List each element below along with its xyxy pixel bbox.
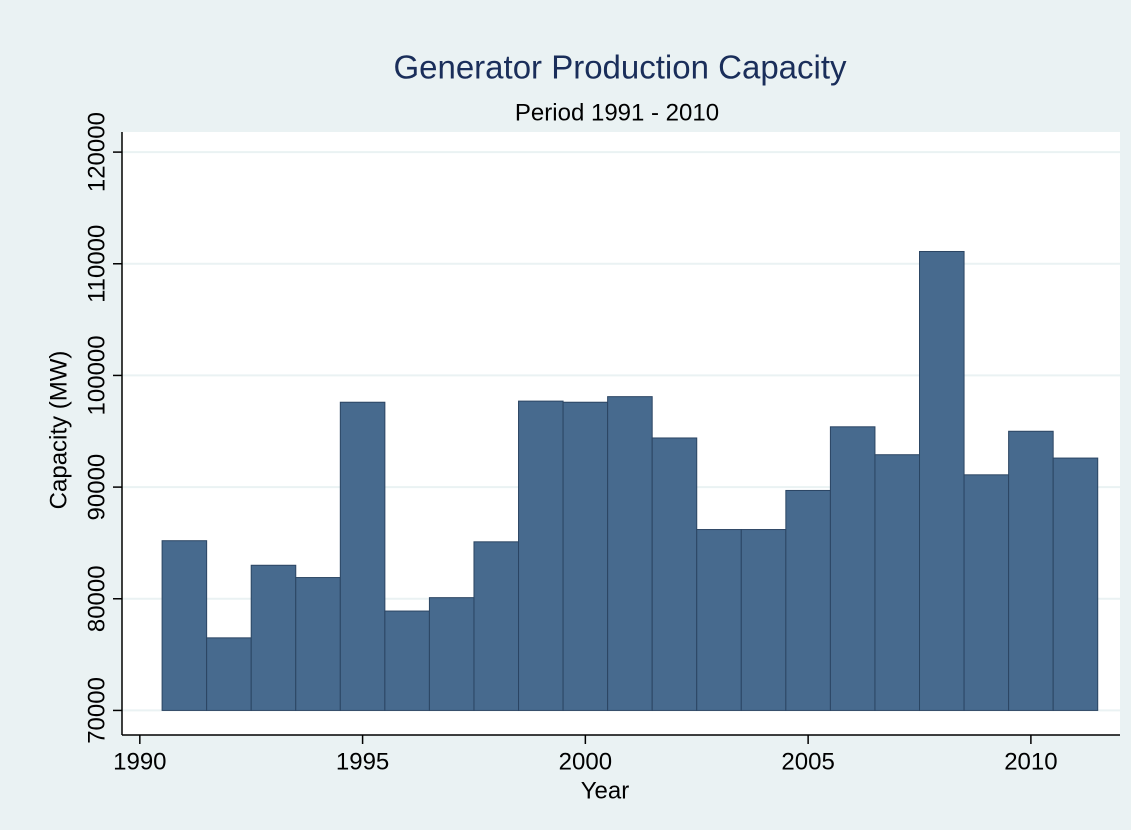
x-axis-label: Year xyxy=(581,777,630,804)
bar xyxy=(651,437,698,711)
bar xyxy=(740,529,787,711)
y-tick-label: 90000 xyxy=(83,454,110,521)
y-tick-label: 70000 xyxy=(83,677,110,744)
bar xyxy=(874,454,921,711)
x-tick-label: 2010 xyxy=(1004,748,1057,775)
bar xyxy=(919,250,965,711)
y-axis-label: Capacity (MW) xyxy=(45,351,72,510)
bar xyxy=(428,597,475,711)
bar xyxy=(785,489,831,711)
chart-title: Generator Production Capacity xyxy=(393,49,847,86)
bar xyxy=(206,637,252,711)
bar xyxy=(473,541,520,711)
y-tick-label: 110000 xyxy=(83,225,110,303)
bar xyxy=(295,577,341,711)
x-tick-label: 2000 xyxy=(559,748,612,775)
x-tick-label: 1990 xyxy=(113,748,166,775)
bar xyxy=(963,474,1010,711)
bar xyxy=(339,401,386,711)
x-tick-label: 1995 xyxy=(336,748,389,775)
bar xyxy=(384,610,430,711)
bar xyxy=(607,396,653,711)
bar xyxy=(829,426,876,711)
x-tick-label: 2005 xyxy=(781,748,834,775)
bar xyxy=(1052,457,1099,711)
y-tick-label: 120000 xyxy=(83,112,110,192)
bar xyxy=(250,564,297,711)
bar xyxy=(161,540,208,711)
bar xyxy=(1008,430,1054,711)
y-tick-label: 100000 xyxy=(83,335,110,415)
bar xyxy=(696,529,742,711)
bar xyxy=(562,401,609,711)
bar xyxy=(518,400,564,711)
y-tick-label: 80000 xyxy=(83,565,110,632)
chart-subtitle: Period 1991 - 2010 xyxy=(515,99,719,126)
